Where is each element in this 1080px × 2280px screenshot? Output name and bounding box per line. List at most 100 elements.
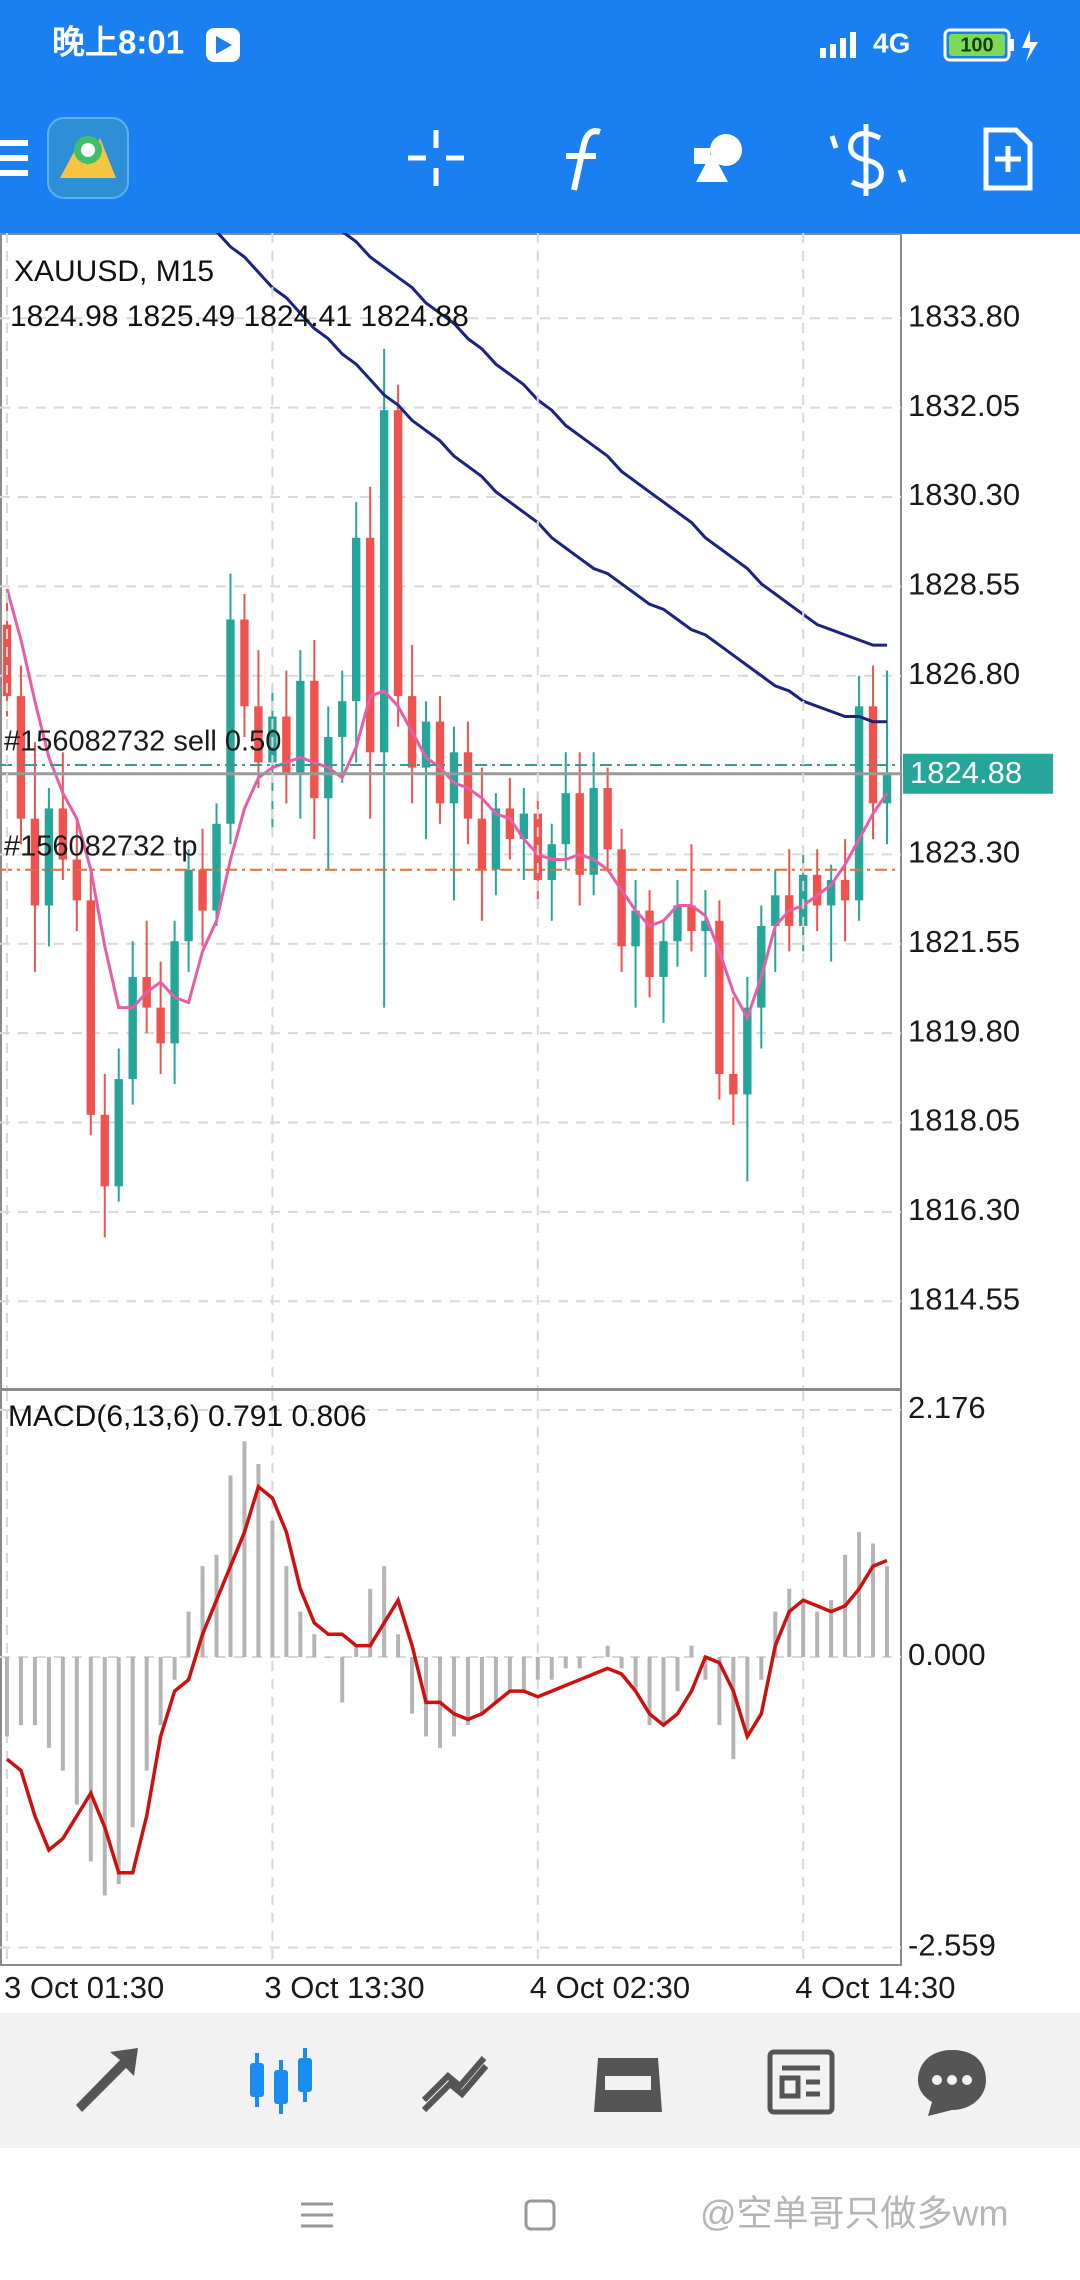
macd-bar: [186, 1611, 191, 1657]
macd-bar: [340, 1656, 345, 1703]
macd-bar: [465, 1656, 470, 1726]
candle-body: [491, 808, 501, 870]
candle-body: [631, 910, 640, 947]
macd-bar: [661, 1656, 666, 1726]
system-menu[interactable]: [301, 2202, 333, 2228]
chat-tab[interactable]: [918, 2050, 986, 2116]
candle-body: [114, 1079, 123, 1187]
macd-signal: [5, 1483, 888, 1875]
candle-body: [58, 808, 68, 860]
battery-icon: 100: [943, 28, 1038, 62]
macd-bar: [60, 1656, 65, 1771]
candle-body: [296, 680, 305, 773]
macd-bar: [619, 1656, 624, 1669]
last-price-label: 1824.88: [910, 755, 1022, 790]
macd-bar: [74, 1656, 79, 1805]
candle-body: [365, 537, 375, 753]
macd-bar: [703, 1656, 708, 1680]
indicators-button[interactable]: [566, 128, 601, 191]
last-price-box: [903, 753, 1053, 794]
main-plot: [0, 233, 901, 1388]
y-tick-label: 1826.80: [908, 656, 1020, 691]
objects-button[interactable]: [694, 134, 742, 182]
candle-body: [743, 1007, 752, 1095]
new-order-button[interactable]: [983, 127, 1033, 191]
candle-body: [771, 895, 780, 926]
candle-body: [128, 976, 137, 1080]
macd-bar: [18, 1656, 23, 1726]
y-tick-label: 1819.80: [908, 1013, 1020, 1048]
y-tick-label: 1830.30: [908, 477, 1020, 512]
candle-body: [477, 818, 487, 870]
candle-body: [882, 773, 892, 804]
candle-body: [449, 752, 459, 804]
candle-body: [212, 823, 221, 911]
macd-bar: [829, 1600, 834, 1657]
order-label: #156082732 tp: [4, 830, 198, 862]
macd-bar: [200, 1566, 205, 1657]
network-type: 4G: [873, 27, 910, 58]
macd-bar: [326, 1656, 331, 1658]
y-tick-label: -2.559: [908, 1928, 996, 1963]
app-logo[interactable]: [47, 117, 129, 199]
candle-body: [826, 879, 836, 906]
y-tick-label: 1818.05: [908, 1103, 1020, 1138]
y-tick-label: 2.176: [908, 1390, 986, 1425]
macd-bar: [535, 1656, 540, 1680]
moving-average: [341, 233, 887, 647]
macd-bar: [410, 1656, 415, 1714]
macd-bar: [885, 1566, 890, 1657]
app-bar: [0, 0, 1080, 234]
candle-body: [30, 818, 40, 906]
macd-bar: [256, 1463, 261, 1657]
crosshair-button[interactable]: [408, 130, 464, 186]
candle-body: [352, 537, 361, 702]
candle-body: [310, 680, 319, 799]
trade-button[interactable]: [829, 124, 907, 196]
menu-button[interactable]: [0, 140, 28, 176]
y-tick-label: 0.000: [908, 1637, 986, 1672]
candle-body: [338, 701, 347, 737]
candle-body: [379, 410, 389, 753]
candle-body: [617, 849, 626, 947]
macd-bar: [577, 1656, 582, 1669]
macd-bar: [787, 1588, 792, 1657]
macd-bar: [549, 1656, 554, 1680]
trade-tab[interactable]: [421, 2056, 489, 2113]
y-tick-label: 1828.55: [908, 567, 1020, 602]
macd-bar: [633, 1656, 638, 1692]
candle-body: [673, 905, 682, 942]
macd-bar: [563, 1656, 568, 1669]
macd-plot: [0, 1391, 901, 1965]
y-tick-label: 1814.55: [908, 1281, 1020, 1316]
macd-bar: [144, 1656, 149, 1771]
candle-body: [561, 793, 570, 845]
macd-bar: [759, 1656, 764, 1680]
candle-body: [701, 920, 710, 932]
macd-bar: [675, 1656, 680, 1692]
candle-body: [729, 1073, 738, 1095]
macd-bar: [801, 1600, 806, 1657]
macd-bar: [521, 1656, 526, 1692]
candle-body: [254, 706, 263, 763]
macd-bar: [214, 1554, 219, 1657]
macd-bar: [270, 1520, 275, 1657]
x-tick-label: 3 Oct 01:30: [4, 1970, 164, 2005]
candle-body: [659, 941, 668, 977]
macd-bar: [857, 1532, 862, 1657]
y-tick-label: 1832.05: [908, 388, 1020, 423]
macd-bar: [312, 1634, 317, 1657]
macd-bar: [284, 1566, 289, 1657]
macd-bar: [46, 1656, 51, 1748]
macd-bar: [591, 1656, 596, 1658]
news-tab[interactable]: [767, 2049, 835, 2115]
macd-title: MACD(6,13,6) 0.791 0.806: [8, 1400, 367, 1433]
chart-tab[interactable]: [250, 2048, 312, 2114]
quotes-tab[interactable]: [76, 2048, 138, 2112]
candle-body: [100, 1114, 109, 1187]
history-tab[interactable]: [594, 2058, 662, 2112]
candle-body: [16, 696, 26, 819]
system-home[interactable]: [524, 2199, 556, 2231]
macd-bar: [116, 1656, 121, 1885]
